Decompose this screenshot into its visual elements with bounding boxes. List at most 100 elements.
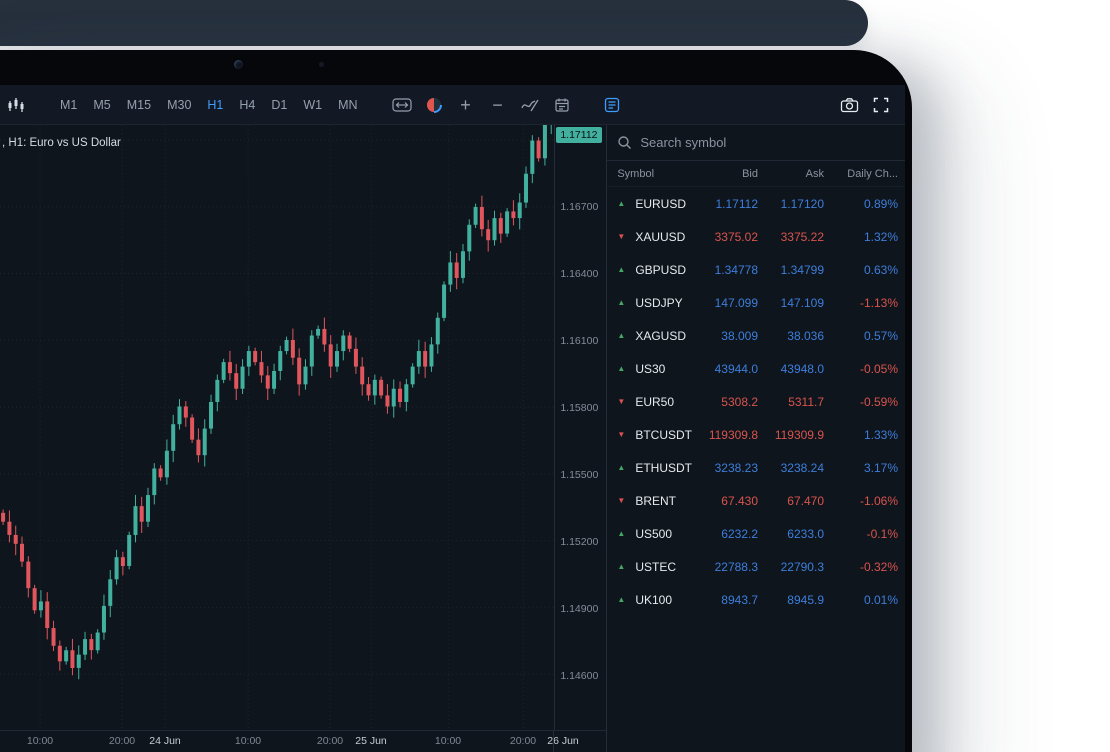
- bid-price: 1.17112: [715, 196, 759, 211]
- screenshot-icon[interactable]: [835, 91, 863, 119]
- timeframe-w1[interactable]: W1: [295, 93, 330, 117]
- last-price-badge: 1.17112: [556, 127, 602, 143]
- crosshair-icon[interactable]: [388, 91, 416, 119]
- price-label: 1.15800: [560, 402, 599, 414]
- timeframe-h1[interactable]: H1: [199, 93, 231, 117]
- symbol-name: BRENT: [635, 493, 676, 508]
- candlestick-chart[interactable]: , H1: Euro vs US Dollar: [0, 125, 555, 730]
- zoom-in-icon[interactable]: +: [452, 91, 480, 119]
- watchlist-row-gbpusd[interactable]: ▲ GBPUSD 1.34778 1.34799 0.63%: [607, 253, 905, 286]
- watchlist-row-us30[interactable]: ▲ US30 43944.0 43948.0 -0.05%: [607, 352, 905, 385]
- watchlist-row-uk100[interactable]: ▲ UK100 8943.7 8945.9 0.01%: [607, 583, 905, 616]
- search-icon: [618, 136, 632, 149]
- time-label: 10:00: [434, 735, 462, 747]
- watchlist-row-brent[interactable]: ▼ BRENT 67.430 67.470 -1.06%: [607, 484, 905, 517]
- bid-price: 119309.8: [708, 427, 758, 442]
- price-label: 1.15200: [560, 536, 599, 548]
- date-label: 25 Jun: [355, 735, 387, 747]
- up-arrow-icon: ▲: [617, 198, 626, 208]
- timeframe-m15[interactable]: M15: [119, 93, 159, 117]
- watchlist-row-us500[interactable]: ▲ US500 6232.2 6233.0 -0.1%: [607, 517, 905, 550]
- calendar-icon[interactable]: [548, 91, 576, 119]
- zoom-out-icon[interactable]: −: [484, 91, 512, 119]
- ask-price: 1.34799: [780, 262, 824, 277]
- ask-price: 1.17120: [780, 196, 824, 211]
- timeframe-mn[interactable]: MN: [330, 93, 365, 117]
- timeframe-h4[interactable]: H4: [231, 93, 263, 117]
- watchlist-row-xauusd[interactable]: ▼ XAUUSD 3375.02 3375.22 1.32%: [607, 220, 905, 253]
- daily-change: 0.63%: [863, 262, 898, 277]
- watchlist-row-eur50[interactable]: ▼ EUR50 5308.2 5311.7 -0.59%: [607, 385, 905, 418]
- ask-price: 43948.0: [780, 361, 824, 376]
- symbol-name: ETHUSDT: [635, 460, 692, 475]
- daily-change: -1.13%: [859, 295, 898, 310]
- watchlist-row-eurusd[interactable]: ▲ EURUSD 1.17112 1.17120 0.89%: [607, 187, 905, 220]
- down-arrow-icon: ▼: [617, 231, 626, 241]
- search-input[interactable]: [640, 135, 895, 150]
- daily-change: 3.17%: [863, 460, 898, 475]
- col-daily-change: Daily Ch...: [847, 167, 898, 180]
- camera-dot-icon: [234, 60, 243, 69]
- up-arrow-icon: ▲: [617, 330, 626, 340]
- watchlist-row-usdjpy[interactable]: ▲ USDJPY 147.099 147.109 -1.13%: [607, 286, 905, 319]
- daily-change: 0.57%: [863, 328, 898, 343]
- tablet-frame: M1 M5 M15 M30 H1 H4 D1 W1 MN: [0, 50, 912, 752]
- chart-type-icon[interactable]: [2, 91, 30, 119]
- timeframe-m1[interactable]: M1: [52, 93, 85, 117]
- symbol-search: [607, 125, 905, 161]
- background-device-band: [0, 0, 868, 46]
- time-label: 10:00: [26, 735, 54, 747]
- ask-price: 5311.7: [788, 394, 824, 409]
- ask-price: 119309.9: [774, 427, 824, 442]
- bid-price: 22788.3: [714, 559, 758, 574]
- timeframe-m30[interactable]: M30: [159, 93, 199, 117]
- ask-price: 38.036: [787, 328, 824, 343]
- fullscreen-icon[interactable]: [867, 91, 895, 119]
- price-label: 1.14600: [560, 670, 599, 682]
- up-arrow-icon: ▲: [617, 264, 626, 274]
- trading-app-screen: M1 M5 M15 M30 H1 H4 D1 W1 MN: [0, 85, 905, 752]
- watchlist-row-btcusdt[interactable]: ▼ BTCUSDT 119309.8 119309.9 1.33%: [607, 418, 905, 451]
- price-label: 1.16400: [560, 268, 599, 280]
- up-arrow-icon: ▲: [617, 363, 626, 373]
- timeframe-d1[interactable]: D1: [263, 93, 295, 117]
- ask-price: 6233.0: [787, 526, 824, 541]
- watchlist-row-xagusd[interactable]: ▲ XAGUSD 38.009 38.036 0.57%: [607, 319, 905, 352]
- daily-change: -0.05%: [859, 361, 898, 376]
- ask-price: 8945.9: [787, 592, 824, 607]
- symbol-name: UK100: [635, 592, 673, 607]
- watchlist-row-ustec[interactable]: ▲ USTEC 22788.3 22790.3 -0.32%: [607, 550, 905, 583]
- news-panel-icon[interactable]: [598, 91, 626, 119]
- daily-change: -0.59%: [859, 394, 898, 409]
- daily-change: 0.01%: [863, 592, 898, 607]
- price-label: 1.16700: [560, 201, 599, 213]
- price-axis[interactable]: 1.17112 1.170001.167001.164001.161001.15…: [554, 125, 606, 730]
- chart-area: , H1: Euro vs US Dollar 1.17112 1.170001…: [0, 125, 607, 752]
- bid-price: 5308.2: [721, 394, 758, 409]
- symbol-name: USTEC: [635, 559, 676, 574]
- daily-change: 0.89%: [863, 196, 898, 211]
- objects-icon[interactable]: [516, 91, 544, 119]
- symbol-name: US500: [635, 526, 673, 541]
- daily-change: -0.32%: [859, 559, 898, 574]
- watchlist-row-ethusdt[interactable]: ▲ ETHUSDT 3238.23 3238.24 3.17%: [607, 451, 905, 484]
- ask-price: 147.109: [780, 295, 824, 310]
- date-label: 26 Jun: [547, 735, 579, 747]
- ask-price: 22790.3: [780, 559, 824, 574]
- bid-price: 3375.02: [714, 229, 758, 244]
- bid-price: 43944.0: [714, 361, 758, 376]
- time-axis[interactable]: 10:00 20:00 24 Jun 10:00 20:00 25 Jun 10:00 20:…: [0, 730, 607, 752]
- indicators-icon[interactable]: [420, 91, 448, 119]
- bid-price: 8943.7: [721, 592, 758, 607]
- timeframe-m5[interactable]: M5: [85, 93, 118, 117]
- market-watch-panel: Symbol Bid Ask Daily Ch... ▲ EURUSD 1.1711…: [606, 125, 905, 752]
- price-label: 1.15500: [560, 469, 599, 481]
- timeframe-group: M1 M5 M15 M30 H1 H4 D1 W1 MN: [52, 93, 366, 117]
- bid-price: 3238.23: [714, 460, 758, 475]
- price-label: 1.16100: [560, 335, 599, 347]
- bid-price: 67.430: [721, 493, 758, 508]
- symbol-name: USDJPY: [635, 295, 683, 310]
- watchlist-header: Symbol Bid Ask Daily Ch...: [607, 161, 905, 187]
- symbol-name: EUR50: [635, 394, 675, 409]
